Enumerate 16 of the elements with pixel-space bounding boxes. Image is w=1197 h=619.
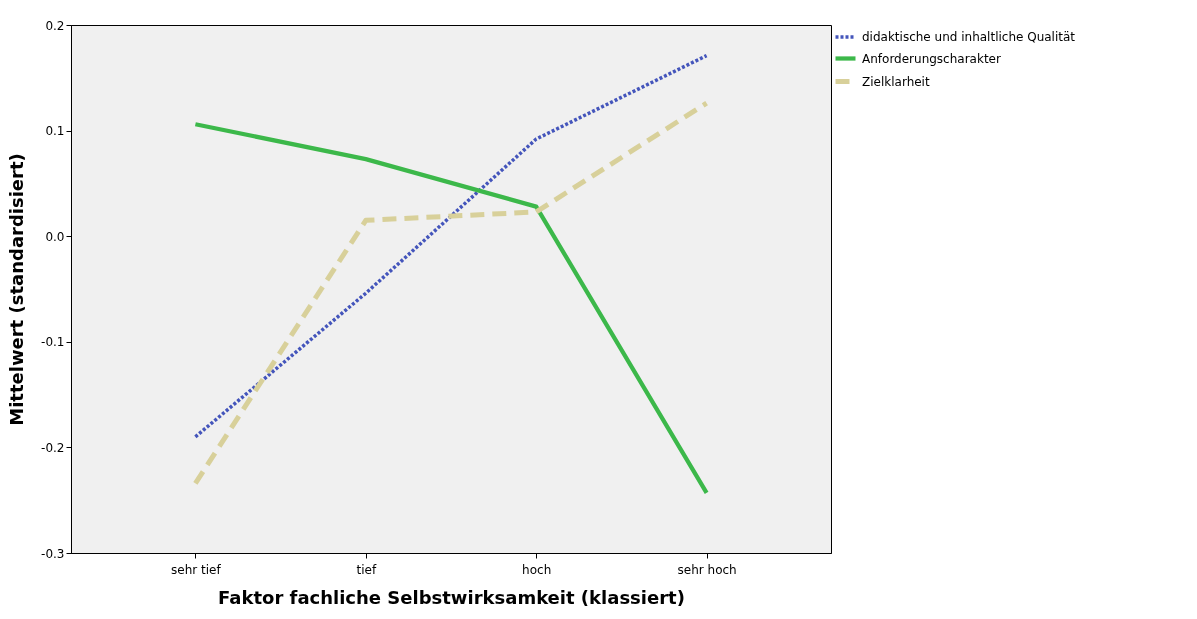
x-axis-title: Faktor fachliche Selbstwirksamkeit (klassiert) <box>218 586 685 608</box>
y-tick-label: 0.1 <box>45 124 65 139</box>
y-tick-label: -0.2 <box>41 440 65 455</box>
y-tick-label: 0.2 <box>45 18 65 33</box>
y-tick-label: -0.1 <box>41 335 65 350</box>
line-series <box>193 53 709 439</box>
y-tick-label: 0.0 <box>45 229 65 244</box>
x-tick-label: tief <box>356 562 377 577</box>
y-axis-title: Mittelwert (standardisiert) <box>6 153 28 426</box>
legend-label: didaktische und inhaltliche Qualität <box>862 30 1076 44</box>
legend-label: Anforderungscharakter <box>862 51 1001 66</box>
x-tick-label: sehr tief <box>171 562 222 577</box>
y-tick-label: -0.3 <box>41 546 65 561</box>
x-tick-label: hoch <box>522 562 552 577</box>
x-tick-label: sehr hoch <box>677 562 737 577</box>
legend-label: Zielklarheit <box>862 74 930 89</box>
